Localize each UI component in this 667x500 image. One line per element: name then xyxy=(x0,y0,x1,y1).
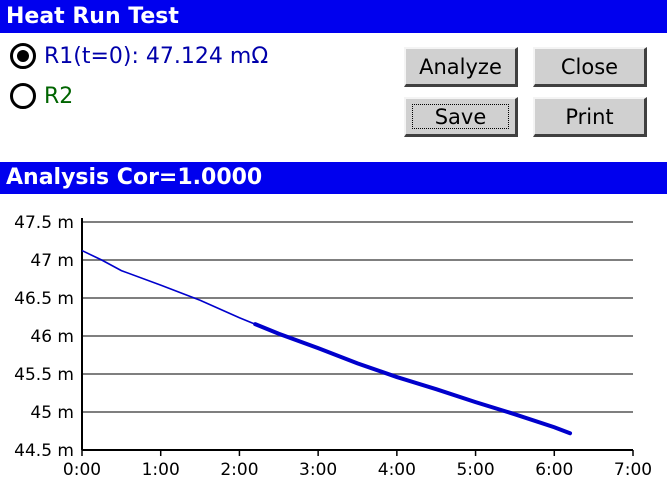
y-tick-label: 44.5 m xyxy=(14,441,74,461)
x-tick-label: 7:00 xyxy=(614,460,652,480)
option-r2-label: R2 xyxy=(44,83,74,109)
close-button[interactable]: Close xyxy=(533,47,647,87)
x-tick-label: 0:00 xyxy=(63,460,101,480)
analysis-header: Analysis Cor=1.0000 xyxy=(0,162,667,194)
y-tick-label: 45.5 m xyxy=(14,365,74,385)
focus-rectangle xyxy=(412,104,509,129)
y-tick-label: 46 m xyxy=(30,327,74,347)
radio-selected-dot xyxy=(17,50,29,62)
option-r1[interactable]: R1(t=0): 47.124 mΩ xyxy=(10,41,268,71)
resistance-chart: 47.5 m 47 m 46.5 m 46 m 45.5 m 45 m 44.5 m0:00… xyxy=(14,213,652,480)
option-r2[interactable]: R2 xyxy=(10,81,73,111)
radio-button-icon[interactable] xyxy=(10,43,36,69)
window-title: Heat Run Test xyxy=(0,0,667,33)
analyzed-series-line xyxy=(253,322,573,436)
close-button-label: Close xyxy=(560,54,619,79)
x-tick-label: 3:00 xyxy=(299,460,337,480)
print-button-label: Print xyxy=(565,104,614,129)
x-tick-label: 2:00 xyxy=(220,460,258,480)
y-tick-label: 47 m xyxy=(30,251,74,271)
analyze-button[interactable]: Analyze xyxy=(404,47,518,87)
save-button[interactable]: Save xyxy=(404,97,518,137)
x-tick-label: 6:00 xyxy=(535,460,573,480)
analyze-button-label: Analyze xyxy=(419,54,502,79)
x-tick-label: 5:00 xyxy=(456,460,494,480)
data-series-line xyxy=(81,249,571,435)
x-tick-label: 4:00 xyxy=(378,460,416,480)
save-button-label: Save xyxy=(434,104,487,129)
radio-button-icon[interactable] xyxy=(10,83,36,109)
y-tick-label: 46.5 m xyxy=(14,289,74,309)
y-tick-label: 45 m xyxy=(30,403,74,423)
y-tick-label: 47.5 m xyxy=(14,213,74,233)
x-tick-label: 1:00 xyxy=(142,460,180,480)
option-r1-label: R1(t=0): 47.124 mΩ xyxy=(44,43,269,69)
print-button[interactable]: Print xyxy=(533,97,647,137)
